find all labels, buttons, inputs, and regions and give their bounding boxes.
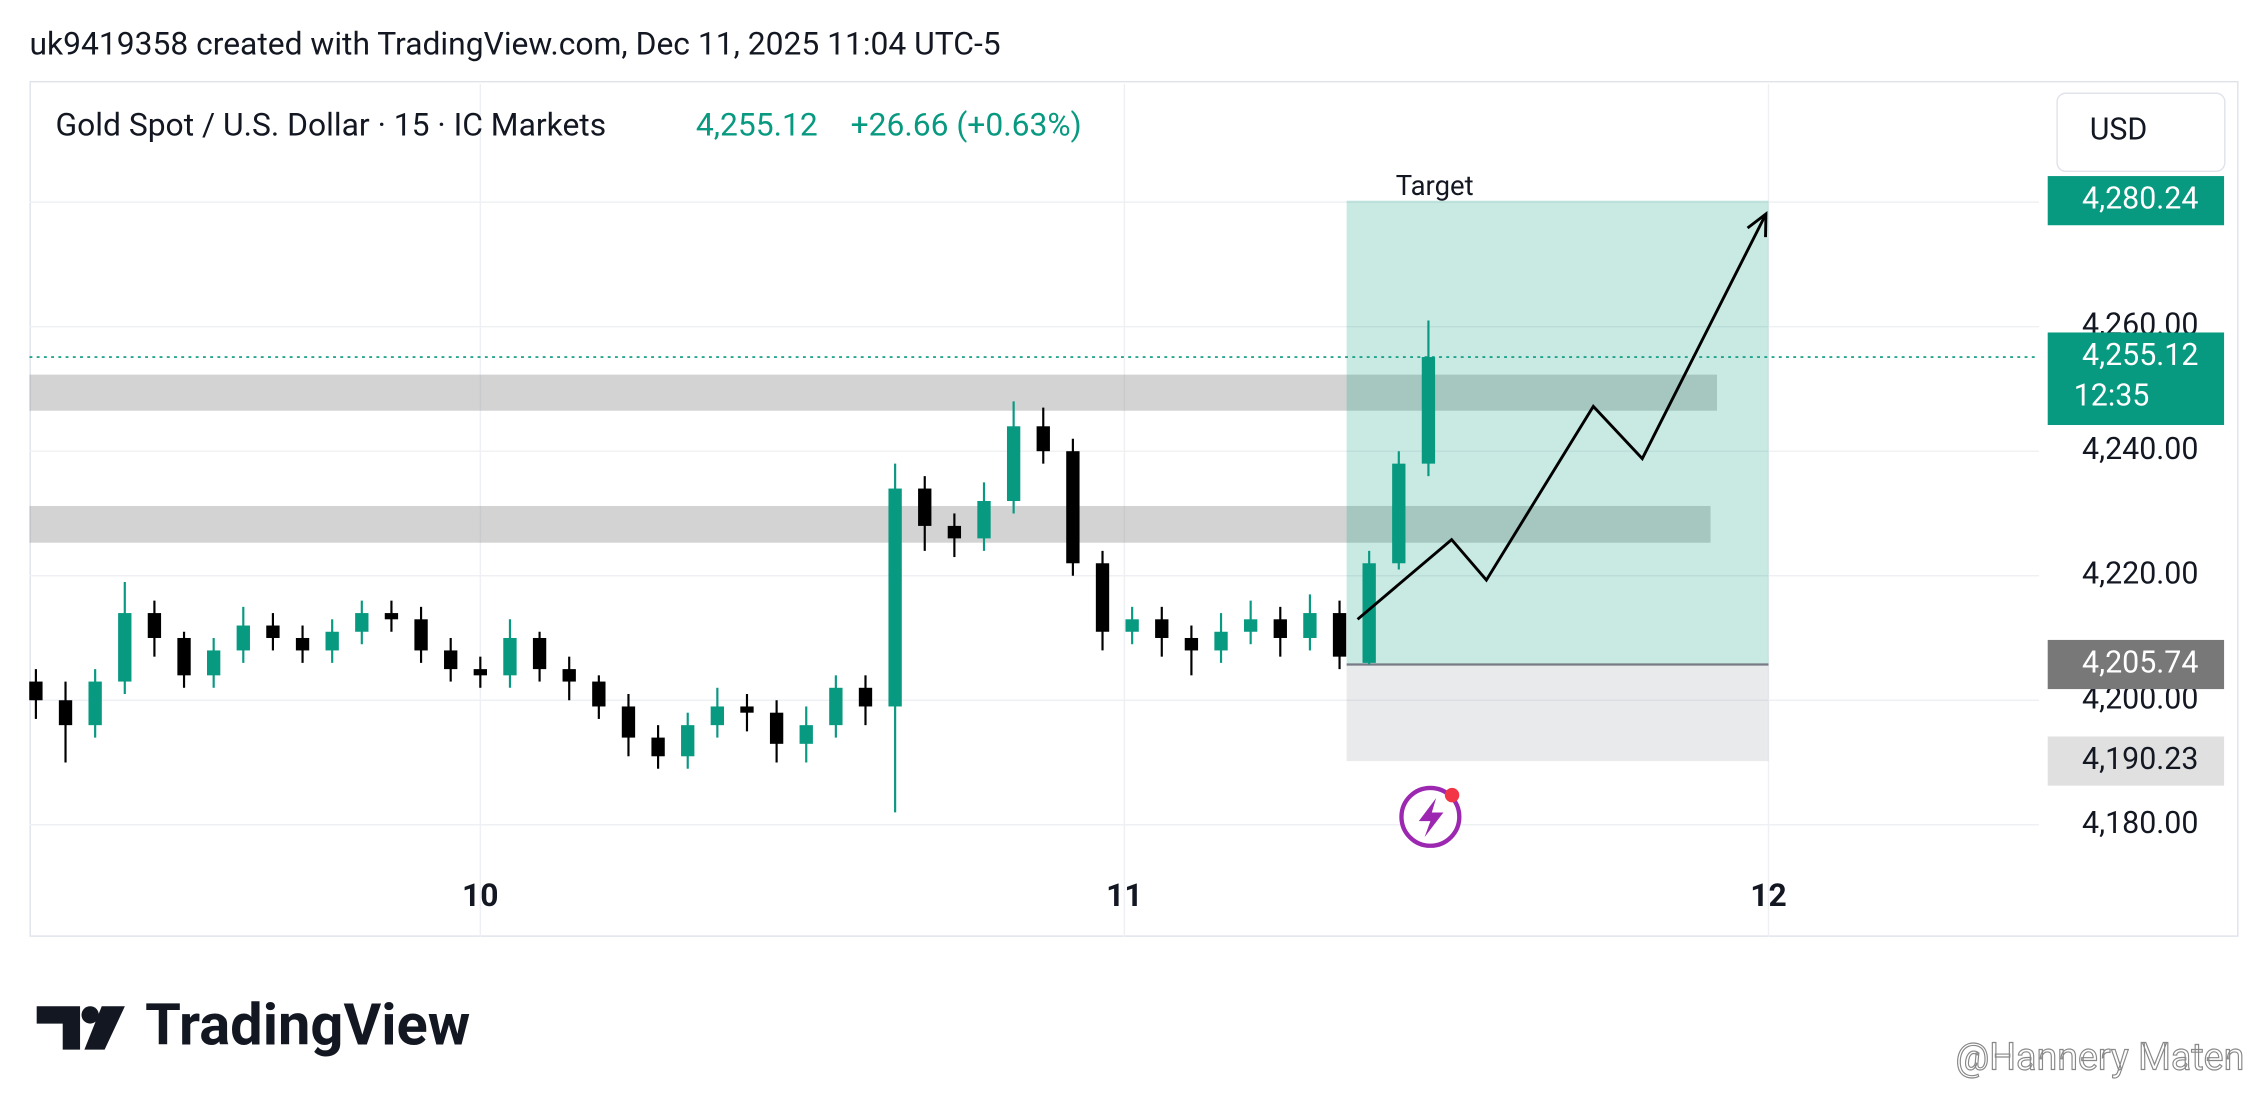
candle-body — [1184, 637, 1199, 651]
y-tick-label: 4,220.00 — [2082, 557, 2198, 592]
candle-body — [858, 687, 873, 707]
logo: TradingView — [145, 992, 470, 1060]
stop-price-box — [2047, 736, 2225, 786]
candle-body — [592, 681, 606, 707]
currency: USD — [2090, 113, 2148, 148]
projection-path — [1356, 213, 1768, 621]
candle-body — [473, 669, 487, 676]
last-price-box — [2047, 332, 2225, 426]
candle-body — [384, 613, 399, 620]
candle-body — [829, 687, 843, 726]
candle-body — [799, 725, 813, 744]
candle-body — [532, 637, 547, 670]
candle-body — [621, 706, 636, 738]
entry-price-box — [2047, 639, 2225, 690]
candle-body — [266, 625, 280, 638]
loss-zone — [1346, 664, 1769, 762]
candle-body — [1036, 426, 1050, 452]
candle-body — [177, 637, 191, 676]
candle-body — [1125, 619, 1139, 632]
position-label: Target — [1396, 170, 1474, 202]
candle-body — [1303, 613, 1317, 638]
stop-price-label: 4,190.23 — [2082, 742, 2198, 777]
candle-body — [1362, 563, 1376, 663]
watermark: @Hannery Maten — [1956, 1036, 2245, 1080]
change: +26.66 (+0.63%) — [851, 106, 1082, 144]
logo-mark — [36, 1006, 125, 1050]
last-price-label: 4,255.12 — [2082, 338, 2198, 373]
x-tick-label: 12 — [1750, 876, 1787, 914]
candle-body — [295, 637, 310, 651]
candles — [29, 320, 1436, 813]
candle-body — [1332, 613, 1347, 657]
candle-body — [147, 613, 162, 638]
candle-body — [1392, 463, 1406, 564]
candle-body — [88, 681, 102, 726]
candle-body — [236, 625, 250, 651]
candle-body — [414, 619, 428, 651]
candle-body — [29, 681, 43, 701]
candle-body — [710, 706, 725, 726]
candle-body — [1095, 563, 1110, 632]
candle-body — [977, 501, 991, 539]
candle-body — [1243, 619, 1258, 632]
y-tick-label: 4,180.00 — [2082, 806, 2198, 841]
candle-body — [503, 637, 517, 676]
candle-body — [1214, 631, 1228, 651]
candle-body — [769, 712, 784, 744]
last-price-legend: 4,255.12 — [696, 106, 818, 144]
x-tick-label: 11 — [1106, 876, 1143, 914]
candle-body — [355, 613, 369, 632]
zone — [29, 505, 1711, 543]
currency-box[interactable] — [2056, 92, 2226, 173]
candle-body — [1066, 451, 1080, 564]
candle-body — [918, 488, 932, 526]
plot-overlay: 4,180.004,200.004,220.004,240.004,260.00… — [29, 170, 2225, 914]
chart-frame — [29, 80, 2239, 937]
candle-body — [681, 725, 695, 757]
candle-body — [888, 488, 902, 707]
candle-body — [207, 650, 221, 676]
x-tick-label: 10 — [462, 876, 499, 914]
attribution: uk9419358 created with TradingView.com, … — [29, 25, 1000, 63]
candle-body — [1421, 357, 1436, 464]
candle-body — [740, 706, 754, 713]
zone — [29, 374, 1717, 411]
candle-body — [1155, 619, 1169, 638]
candle-body — [444, 650, 458, 670]
target-price-label: 4,280.24 — [2082, 182, 2198, 217]
candle-body — [58, 700, 73, 726]
plot-underlay — [29, 83, 2040, 937]
countdown: 12:35 — [2074, 379, 2150, 414]
candle-body — [947, 525, 962, 539]
candle-body — [562, 669, 576, 682]
arrow-head — [1746, 211, 1768, 238]
candle-body — [325, 631, 339, 651]
candle-body — [1006, 426, 1021, 502]
chart-title: Gold Spot / U.S. Dollar · 15 · IC Market… — [55, 106, 606, 144]
candle-body — [1273, 619, 1287, 638]
alert-icon[interactable] — [1399, 785, 1462, 848]
target-price-box — [2047, 176, 2225, 226]
entry-price-label: 4,205.74 — [2082, 646, 2198, 681]
profit-zone — [1346, 200, 1769, 665]
y-tick-label: 4,240.00 — [2082, 432, 2198, 467]
candle-body — [118, 613, 132, 682]
candle-body — [651, 737, 665, 757]
